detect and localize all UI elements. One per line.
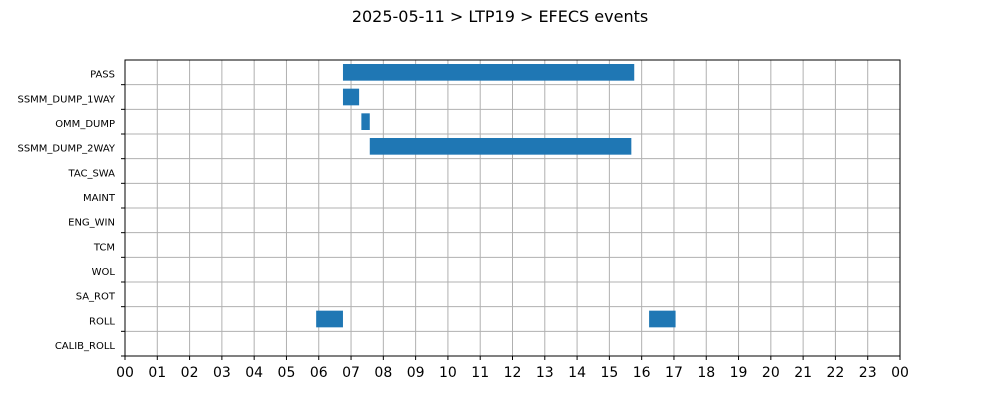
x-tick-label: 03 [213, 365, 231, 381]
x-tick-label: 05 [278, 365, 296, 381]
x-tick-label: 19 [730, 365, 748, 381]
y-tick-label: ENG_WIN [68, 218, 115, 229]
event-bar-ssmm-dump-1way [342, 88, 360, 106]
x-tick-label: 17 [665, 365, 683, 381]
y-tick-label: ROLL [89, 316, 115, 327]
chart-title: 2025-05-11 > LTP19 > EFECS events [352, 7, 648, 26]
event-bar-ssmm-dump-2way [369, 138, 632, 155]
x-tick-label: 22 [827, 365, 845, 381]
x-tick-label: 08 [374, 365, 392, 381]
x-tick-label: 09 [407, 365, 425, 381]
event-bar-roll [316, 310, 343, 328]
y-tick-label: OMM_DUMP [55, 119, 115, 130]
x-tick-label: 15 [600, 365, 618, 381]
y-axis-ticks: PASS SSMM_DUMP_1WAY OMM_DUMP SSMM_DUMP_2WAY… [17, 70, 125, 357]
x-tick-label: 11 [471, 365, 489, 381]
y-tick-label: SSMM_DUMP_1WAY [17, 94, 115, 105]
event-bar-omm-dump [361, 113, 370, 130]
y-tick-label: MAINT [83, 193, 116, 204]
x-tick-label: 00 [116, 365, 134, 381]
y-tick-label: SSMM_DUMP_2WAY [17, 144, 115, 155]
x-tick-label: 23 [859, 365, 877, 381]
x-tick-label: 16 [633, 365, 651, 381]
x-tick-label: 20 [762, 365, 780, 381]
y-tick-label: TAC_SWA [67, 168, 115, 179]
event-bar-roll [649, 310, 676, 328]
x-tick-label: 13 [536, 365, 554, 381]
y-tick-label: WOL [92, 267, 116, 278]
x-tick-label: 07 [342, 365, 360, 381]
x-tick-label: 04 [245, 365, 263, 381]
x-tick-label: 06 [310, 365, 328, 381]
bar-layer [316, 64, 676, 328]
x-tick-label: 12 [504, 365, 522, 381]
grid-layer [124, 60, 901, 356]
x-tick-label: 21 [794, 365, 812, 381]
event-bar-pass [342, 64, 635, 81]
y-tick-label: SA_ROT [76, 292, 116, 303]
x-axis-ticks: 00 01 02 03 04 05 06 07 08 09 10 11 12 13 14 15 16 17 18 19… [116, 356, 909, 381]
x-tick-label: 10 [439, 365, 457, 381]
y-tick-label: PASS [90, 70, 115, 81]
x-tick-label: 01 [148, 365, 166, 381]
x-tick-label: 00 [891, 365, 909, 381]
x-tick-label: 02 [181, 365, 199, 381]
x-tick-label: 18 [697, 365, 715, 381]
y-tick-label: TCM [93, 242, 115, 253]
y-tick-label: CALIB_ROLL [55, 341, 116, 352]
x-tick-label: 14 [568, 365, 586, 381]
